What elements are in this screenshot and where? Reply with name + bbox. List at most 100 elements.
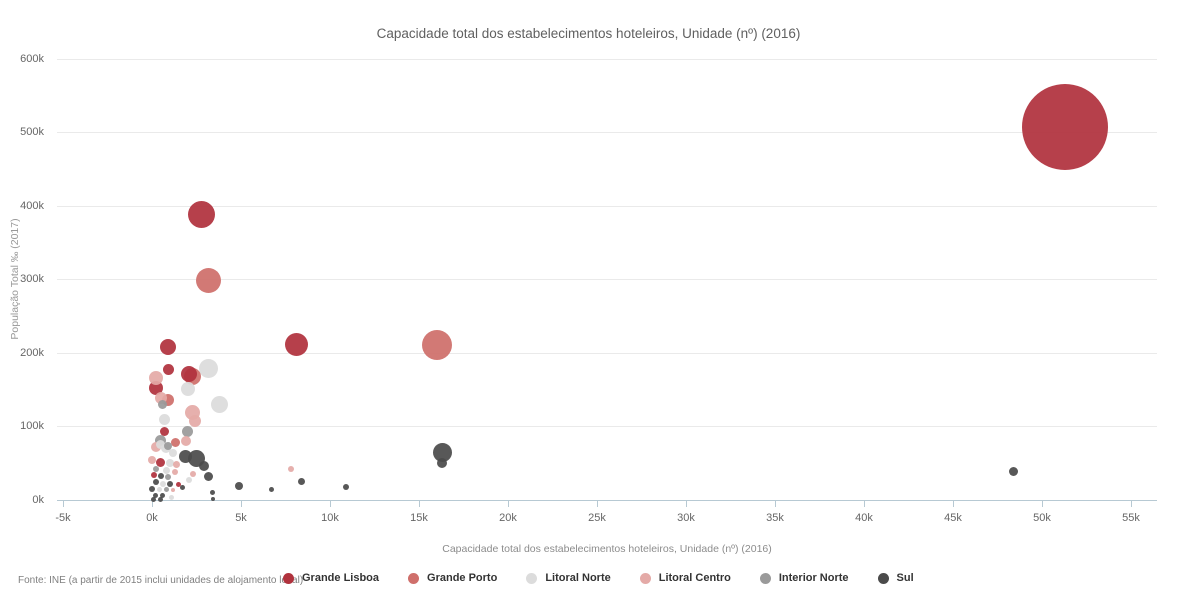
data-bubble[interactable] [164, 441, 173, 450]
data-bubble[interactable] [188, 200, 216, 228]
data-bubble[interactable] [179, 449, 193, 463]
y-tick-label: 200k [20, 346, 44, 359]
data-bubble[interactable] [235, 481, 244, 490]
data-bubble[interactable] [159, 481, 166, 488]
data-bubble[interactable] [198, 460, 209, 471]
data-bubble[interactable] [160, 493, 166, 499]
legend-item-grande-lisboa[interactable]: Grande Lisboa [283, 572, 379, 584]
data-bubble[interactable] [163, 487, 169, 493]
x-tick-mark [775, 499, 776, 507]
data-bubble[interactable] [148, 455, 156, 464]
data-bubble[interactable] [150, 442, 161, 453]
legend: Grande Lisboa Grande Porto Litoral Norte Li… [283, 572, 914, 584]
data-bubble[interactable] [211, 396, 229, 414]
x-tick-label: 55k [1122, 512, 1140, 524]
data-bubble[interactable] [153, 492, 159, 498]
data-bubble[interactable] [165, 458, 174, 467]
source-note: Fonte: INE (a partir de 2015 inclui unid… [18, 575, 304, 586]
y-tick-label: 400k [20, 199, 44, 212]
data-bubble[interactable] [188, 414, 201, 427]
x-tick-mark [63, 499, 64, 507]
x-tick-label: 50k [1033, 512, 1051, 524]
data-bubble[interactable] [173, 460, 181, 468]
x-tick-mark [864, 499, 865, 507]
data-bubble[interactable] [152, 466, 159, 473]
x-tick-label: 30k [677, 512, 695, 524]
legend-item-litoral-centro[interactable]: Litoral Centro [639, 572, 731, 584]
x-tick-label: 0k [146, 512, 158, 524]
data-bubble[interactable] [149, 486, 155, 493]
y-tick-label: 300k [20, 273, 44, 286]
data-bubble[interactable] [268, 487, 274, 493]
legend-item-interior-norte[interactable]: Interior Norte [759, 572, 849, 584]
x-tick-mark [1131, 499, 1132, 507]
data-bubble[interactable] [172, 469, 179, 476]
data-bubble[interactable] [148, 371, 163, 386]
data-bubble[interactable] [284, 332, 308, 356]
x-tick-label: 40k [855, 512, 873, 524]
data-bubble[interactable] [169, 494, 175, 500]
x-tick-mark [152, 499, 153, 507]
data-bubble[interactable] [150, 472, 157, 479]
data-bubble[interactable] [159, 427, 169, 437]
data-bubble[interactable] [204, 472, 214, 482]
x-tick-label: -5k [55, 512, 71, 524]
data-bubble[interactable] [166, 481, 173, 488]
legend-item-grande-porto[interactable]: Grande Porto [408, 572, 497, 584]
data-bubble[interactable] [210, 490, 216, 496]
data-bubble[interactable] [151, 496, 157, 502]
data-bubble[interactable] [343, 484, 350, 490]
data-bubble[interactable] [157, 472, 164, 479]
legend-dot-icon [526, 572, 538, 584]
legend-label: Grande Porto [427, 572, 498, 584]
legend-label: Interior Norte [778, 572, 849, 584]
data-bubble[interactable] [170, 437, 180, 447]
data-bubble[interactable] [196, 268, 222, 294]
legend-item-litoral-norte[interactable]: Litoral Norte [526, 572, 611, 584]
data-bubble[interactable] [210, 496, 215, 501]
data-bubble[interactable] [156, 439, 166, 449]
data-bubble[interactable] [182, 426, 194, 438]
x-tick-label: 35k [766, 512, 784, 524]
data-bubble[interactable] [165, 473, 172, 480]
data-bubble[interactable] [189, 470, 196, 477]
data-bubble[interactable] [162, 363, 174, 375]
data-bubble[interactable] [171, 487, 176, 492]
x-tick-mark [419, 499, 420, 507]
legend-item-sul[interactable]: Sul [877, 572, 914, 584]
data-bubble[interactable] [158, 496, 164, 502]
x-tick-label: 25k [588, 512, 606, 524]
data-bubble[interactable] [287, 466, 294, 473]
data-bubble[interactable] [179, 484, 185, 490]
x-tick-mark [241, 499, 242, 507]
data-bubble[interactable] [180, 436, 191, 447]
data-bubble[interactable] [1009, 467, 1019, 477]
data-bubble[interactable] [162, 466, 170, 474]
data-bubble[interactable] [180, 381, 195, 396]
data-bubble[interactable] [156, 487, 162, 493]
data-bubble[interactable] [169, 449, 178, 458]
y-gridline [57, 352, 1157, 354]
data-bubble[interactable] [186, 477, 193, 484]
data-bubble[interactable] [432, 442, 452, 462]
data-bubble[interactable] [199, 359, 219, 379]
data-bubble[interactable] [437, 457, 448, 468]
x-tick-mark [330, 499, 331, 507]
legend-label: Litoral Centro [658, 572, 731, 584]
x-tick-mark [686, 499, 687, 507]
data-bubble[interactable] [298, 478, 306, 486]
x-axis-title: Capacidade total dos estabelecimentos ho… [442, 543, 772, 555]
data-bubble[interactable] [160, 338, 177, 355]
y-tick-label: 100k [20, 420, 44, 433]
data-bubble[interactable] [152, 478, 159, 485]
legend-label: Grande Lisboa [302, 572, 380, 584]
x-axis-line [57, 499, 1157, 501]
data-bubble[interactable] [158, 400, 168, 410]
data-bubble[interactable] [176, 482, 182, 488]
data-bubble[interactable] [158, 413, 170, 425]
data-bubble[interactable] [421, 330, 452, 361]
data-bubble[interactable] [1022, 83, 1109, 170]
data-bubble[interactable] [156, 457, 166, 467]
data-bubble[interactable] [181, 365, 198, 382]
